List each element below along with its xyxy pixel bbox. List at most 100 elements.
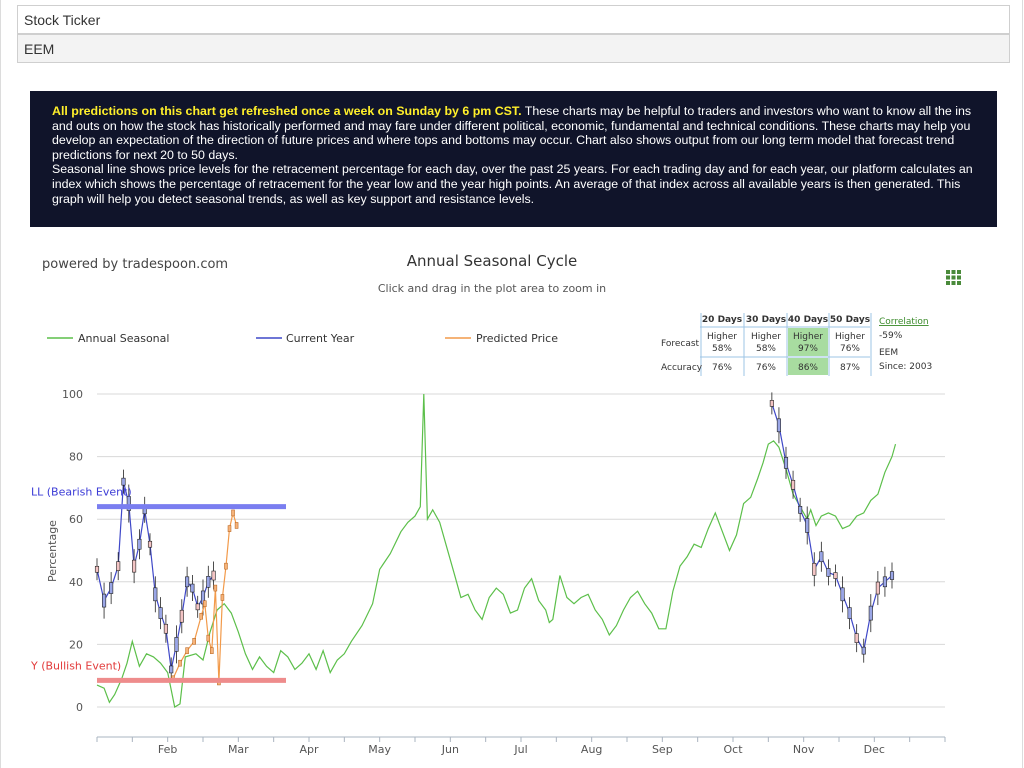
accuracy-20: 76%	[712, 363, 732, 373]
series-current-year[interactable]	[771, 403, 893, 653]
predicted-point[interactable]	[185, 647, 189, 654]
refresh-notice: All predictions on this chart get refres…	[52, 104, 522, 118]
forecast-pct-40: 97%	[798, 344, 818, 354]
x-tick-label: Jun	[441, 743, 459, 756]
candle-body[interactable]	[116, 561, 121, 571]
info-paragraph-1: These charts may be helpful to traders a…	[52, 104, 972, 162]
predicted-point[interactable]	[192, 638, 196, 645]
highlight-accuracy-cell	[788, 358, 828, 375]
predicted-point[interactable]	[234, 522, 239, 529]
series-current-year[interactable]	[96, 481, 215, 670]
y-tick-label: 100	[62, 388, 83, 401]
candle-body[interactable]	[121, 477, 126, 486]
row-label-accuracy: Accuracy	[661, 363, 703, 373]
legend-label-predicted: Predicted Price	[476, 332, 558, 345]
chart-title: Annual Seasonal Cycle	[407, 252, 577, 270]
candle-body[interactable]	[889, 571, 895, 580]
candle-body[interactable]	[769, 400, 774, 407]
candle-body[interactable]	[109, 582, 114, 594]
candle-body[interactable]	[190, 583, 195, 593]
left-frame-line	[0, 0, 1, 768]
predicted-point[interactable]	[227, 525, 232, 532]
candle-body[interactable]	[868, 605, 873, 621]
since-label: Since: 2003	[879, 362, 932, 372]
correlation-link[interactable]: Correlation	[879, 317, 929, 327]
predicted-point[interactable]	[231, 509, 235, 517]
candle-body[interactable]	[854, 633, 859, 643]
candle-body[interactable]	[185, 576, 190, 588]
candle-body[interactable]	[840, 587, 845, 602]
candle-body[interactable]	[791, 479, 796, 490]
candle-body[interactable]	[819, 551, 824, 563]
candle-body[interactable]	[206, 575, 211, 588]
bearish-event-label: LL (Bearish Event)	[31, 486, 132, 499]
candle-body[interactable]	[861, 646, 866, 655]
candle-body[interactable]	[776, 418, 781, 433]
legend-label-current: Current Year	[286, 332, 355, 345]
predicted-point[interactable]	[224, 562, 228, 570]
candle-body[interactable]	[158, 607, 163, 619]
predicted-point[interactable]	[203, 600, 207, 607]
predicted-point[interactable]	[210, 647, 214, 654]
table-header-40: 40 Days	[788, 315, 828, 325]
accuracy-30: 76%	[756, 363, 776, 373]
powered-by-label: powered by tradespoon.com	[42, 257, 228, 272]
candle-body[interactable]	[211, 570, 216, 581]
chart-subtitle: Click and drag in the plot area to zoom …	[378, 282, 606, 295]
x-tick-label: Dec	[864, 743, 885, 756]
candle-body[interactable]	[200, 590, 206, 605]
candle-body[interactable]	[126, 496, 131, 511]
forecast-table: 20 Days 30 Days 40 Days 50 Days Forecast…	[661, 313, 932, 376]
candle-body[interactable]	[783, 457, 789, 469]
candle-body[interactable]	[174, 637, 179, 652]
x-tick-label: Mar	[228, 743, 249, 756]
series[interactable]	[94, 392, 897, 708]
row-label-forecast: Forecast	[661, 339, 700, 349]
grid	[97, 393, 945, 708]
predicted-point[interactable]	[178, 659, 182, 667]
legend-item-predicted[interactable]: Predicted Price	[445, 332, 558, 345]
predicted-point[interactable]	[206, 634, 211, 642]
chart-menu-icon[interactable]	[946, 270, 961, 285]
correlation-symbol: EEM	[879, 348, 898, 358]
candle-body[interactable]	[153, 587, 158, 602]
table-header-50: 50 Days	[830, 315, 870, 325]
predicted-point[interactable]	[213, 584, 218, 592]
stock-ticker-input[interactable]: EEM	[17, 34, 1010, 63]
seasonal-chart[interactable]: powered by tradespoon.com Annual Seasona…	[0, 230, 1024, 768]
candle-body[interactable]	[195, 603, 200, 611]
candle-body[interactable]	[826, 568, 831, 577]
stock-ticker-label: Stock Ticker	[17, 5, 1010, 34]
candle-body[interactable]	[163, 623, 168, 634]
candle-body[interactable]	[132, 559, 137, 573]
candle-body[interactable]	[102, 593, 107, 608]
info-paragraph-2: Seasonal line shows price levels for the…	[52, 162, 973, 206]
y-axis-label: Percentage	[46, 520, 59, 582]
candle-body[interactable]	[847, 607, 852, 619]
y-tick-label: 0	[76, 701, 83, 714]
x-tick-label: Nov	[793, 743, 815, 756]
candle-body[interactable]	[798, 506, 803, 514]
legend: Annual Seasonal Current Year Predicted P…	[47, 332, 558, 345]
predicted-point[interactable]	[220, 594, 225, 601]
x-tick-label: Jul	[513, 743, 527, 756]
axes: 0 20 40 60 80 100 Feb Mar Apr May Jun Jul Aug Sep Oct N…	[62, 388, 946, 756]
table-header-30: 30 Days	[746, 315, 786, 325]
legend-item-current[interactable]: Current Year	[256, 332, 355, 345]
x-tick-label: Sep	[652, 743, 673, 756]
series-annual-seasonal[interactable]	[96, 393, 897, 708]
info-box: All predictions on this chart get refres…	[30, 91, 997, 227]
candle-body[interactable]	[137, 538, 142, 550]
candle-body[interactable]	[94, 565, 100, 573]
legend-item-annual[interactable]: Annual Seasonal	[47, 332, 169, 345]
candle-body[interactable]	[147, 540, 153, 548]
candle-body[interactable]	[179, 609, 184, 623]
forecast-dir-30: Higher	[751, 332, 781, 342]
predicted-point[interactable]	[199, 612, 203, 620]
candle-body[interactable]	[833, 572, 838, 579]
candle-body[interactable]	[882, 576, 887, 588]
candle-body[interactable]	[169, 665, 174, 674]
candle-body[interactable]	[805, 518, 810, 533]
candle-body[interactable]	[812, 562, 817, 576]
candle-body[interactable]	[875, 581, 880, 595]
